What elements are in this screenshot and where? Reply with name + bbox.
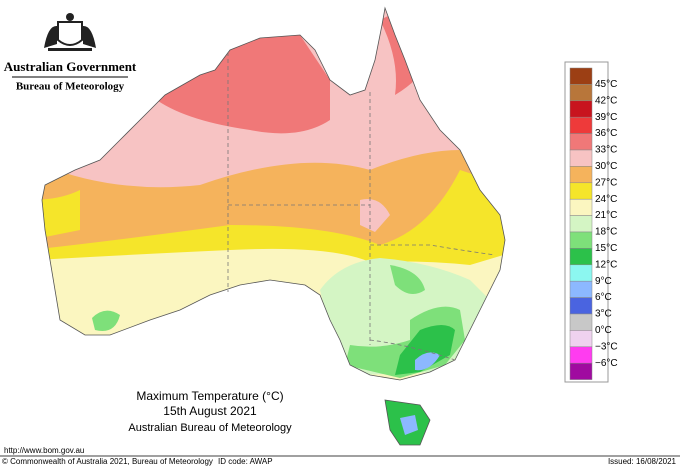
title-3: Australian Bureau of Meteorology xyxy=(128,422,292,434)
legend-label: 0°C xyxy=(595,325,612,336)
legend-label: 15°C xyxy=(595,243,617,254)
legend-swatch xyxy=(569,362,593,380)
issued: Issued: 16/08/2021 xyxy=(608,457,677,466)
legend-swatch xyxy=(569,215,593,233)
legend-swatch xyxy=(569,149,593,167)
legend-label: 33°C xyxy=(595,145,617,156)
id-code: ID code: AWAP xyxy=(218,457,273,466)
legend-label: 39°C xyxy=(595,112,617,123)
legend-label: −6°C xyxy=(595,358,618,369)
legend-label: 27°C xyxy=(595,177,617,188)
legend-swatch xyxy=(569,100,593,118)
legend-swatch xyxy=(569,248,593,266)
legend-label: 3°C xyxy=(595,309,612,320)
legend-label: 30°C xyxy=(595,161,617,172)
legend-swatch xyxy=(569,84,593,102)
legend-swatch xyxy=(569,313,593,331)
legend-swatch xyxy=(569,133,593,151)
bureau: Bureau of Meteorology xyxy=(16,81,125,93)
legend-label: 6°C xyxy=(595,292,612,303)
legend-swatch xyxy=(569,116,593,134)
legend-label: 36°C xyxy=(595,128,617,139)
legend-label: 42°C xyxy=(595,95,617,106)
legend-swatch xyxy=(569,330,593,348)
agency: Australian Government xyxy=(4,59,137,74)
coat-of-arms xyxy=(44,13,96,51)
legend-label: 12°C xyxy=(595,259,617,270)
legend-label: 9°C xyxy=(595,276,612,287)
legend-label: 21°C xyxy=(595,210,617,221)
coastline xyxy=(41,6,506,381)
legend-label: 18°C xyxy=(595,227,617,238)
tasmania-cold xyxy=(400,415,418,435)
legend-label: 24°C xyxy=(595,194,617,205)
legend-swatch xyxy=(569,264,593,282)
title-1: Maximum Temperature (°C) xyxy=(136,389,283,403)
legend-swatch xyxy=(569,166,593,184)
legend-swatch xyxy=(569,297,593,315)
legend-swatch xyxy=(569,231,593,249)
title-2: 15th August 2021 xyxy=(163,404,257,418)
legend-swatch xyxy=(569,346,593,364)
legend-swatch xyxy=(569,182,593,200)
legend-label: 45°C xyxy=(595,79,617,90)
legend: 45°C 42°C 39°C 36°C 33°C 30°C 27°C 24°C 21°C 18°C… xyxy=(569,67,618,380)
state-borders xyxy=(227,52,496,361)
url: http://www.bom.gov.au xyxy=(4,446,84,455)
legend-label: −3°C xyxy=(595,341,618,352)
legend-swatch xyxy=(569,198,593,216)
legend-swatch xyxy=(569,280,593,298)
legend-swatch xyxy=(569,67,593,85)
copyright: © Commonwealth of Australia 2021, Bureau… xyxy=(2,457,213,466)
